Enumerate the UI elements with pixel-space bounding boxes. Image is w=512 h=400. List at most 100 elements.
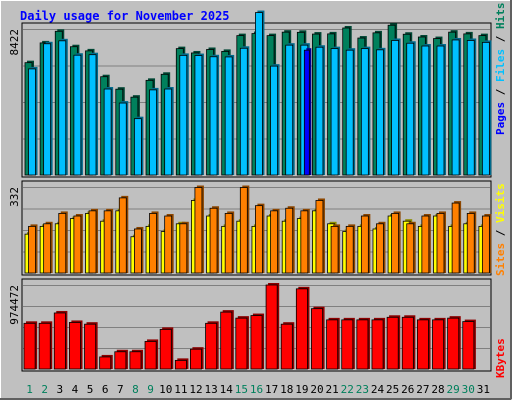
day-label-27: 27 — [416, 383, 429, 396]
bar-face — [103, 88, 112, 176]
bar-kbytes-day-25 — [386, 315, 401, 370]
bar-face — [371, 319, 384, 370]
bar-face — [466, 40, 475, 176]
bar-kbytes-day-19 — [295, 286, 310, 370]
bar-face — [360, 215, 369, 274]
bar-sites-day-13 — [209, 206, 220, 274]
bar-face — [84, 323, 97, 370]
bar-files-day-16 — [255, 10, 265, 176]
bar-face — [421, 215, 430, 274]
bar-face — [345, 225, 354, 274]
bar-face — [295, 288, 308, 370]
panel-hits-files-pages: 8422 — [8, 10, 492, 178]
bar-sites-day-5 — [88, 208, 99, 274]
bar-face — [300, 210, 309, 274]
day-label-23: 23 — [356, 383, 369, 396]
bar-face — [326, 319, 339, 370]
bar-face — [68, 322, 81, 370]
bar-kbytes-day-17 — [265, 283, 280, 370]
bar-face — [451, 39, 460, 176]
bar-files-day-11 — [179, 53, 189, 176]
day-label-18: 18 — [280, 383, 293, 396]
bar-face — [164, 215, 173, 274]
bar-face — [330, 48, 339, 176]
bar-face — [280, 323, 293, 370]
legend-kbytes-label: KBytes — [494, 338, 507, 378]
bar-kbytes-day-22 — [341, 317, 355, 370]
bar-sites-day-7 — [118, 195, 129, 274]
bar-sites-day-9 — [149, 211, 159, 274]
bar-face — [88, 54, 97, 176]
bar-files-day-29 — [451, 37, 462, 176]
bar-face — [164, 88, 173, 176]
day-label-9: 9 — [147, 383, 154, 396]
bar-face — [144, 341, 157, 370]
bar-kbytes-day-28 — [432, 317, 446, 370]
bar-face — [391, 40, 399, 176]
legend-pages: Pages — [494, 102, 507, 135]
legend-separator: / — [494, 29, 507, 49]
bar-face — [179, 54, 188, 176]
bar-face — [386, 316, 399, 370]
bar-sites-day-27 — [421, 214, 431, 274]
bar-sites-day-28 — [436, 211, 446, 274]
legend-separator: / — [494, 223, 507, 243]
bar-face — [28, 225, 36, 274]
bar-face — [38, 322, 51, 370]
bar-face — [451, 202, 460, 274]
day-label-26: 26 — [401, 383, 414, 396]
bar-face — [376, 223, 384, 274]
bar-kbytes-day-11 — [174, 358, 189, 370]
bar-sites-day-31 — [481, 214, 492, 274]
bar-files-day-20 — [315, 45, 325, 176]
bar-face — [174, 359, 187, 370]
bar-kbytes-day-7 — [114, 349, 128, 370]
bar-face — [481, 41, 490, 176]
bar-kbytes-day-10 — [159, 327, 174, 370]
bar-kbytes-day-26 — [401, 315, 416, 370]
bar-pages-day-19 — [303, 48, 312, 176]
bar-files-day-6 — [103, 87, 114, 176]
day-label-19: 19 — [295, 383, 308, 396]
bar-kbytes-day-27 — [416, 317, 431, 370]
bar-face — [356, 319, 369, 370]
bar-kbytes-day-18 — [280, 322, 295, 370]
bar-face — [190, 348, 202, 370]
bar-sites-day-25 — [391, 211, 401, 274]
bar-face — [134, 118, 142, 176]
bar-sites-day-22 — [345, 224, 356, 274]
bar-face — [43, 43, 52, 176]
day-label-24: 24 — [371, 383, 385, 396]
bar-files-day-2 — [43, 41, 53, 176]
bar-face — [58, 40, 67, 176]
bar-files-day-13 — [209, 54, 220, 176]
day-label-17: 17 — [265, 383, 278, 396]
bar-face — [330, 225, 339, 274]
bar-sites-day-15 — [239, 185, 250, 274]
bar-sites-day-10 — [164, 214, 174, 274]
bar-sites-day-23 — [360, 214, 371, 274]
bar-kbytes-day-3 — [53, 310, 68, 370]
bar-face — [224, 213, 233, 274]
bar-files-day-8 — [134, 116, 144, 176]
bar-face — [406, 223, 415, 274]
bar-sites-day-30 — [466, 211, 477, 274]
day-label-1: 1 — [26, 383, 33, 396]
bar-face — [466, 213, 475, 274]
bar-face — [159, 328, 172, 370]
bar-face — [58, 213, 67, 274]
bar-sites-day-4 — [73, 214, 83, 274]
bar-face — [345, 49, 354, 176]
day-label-28: 28 — [431, 383, 444, 396]
panel-visits-sites: 332 — [8, 180, 492, 276]
day-label-22: 22 — [341, 383, 354, 396]
day-label-14: 14 — [220, 383, 234, 396]
bar-files-day-21 — [330, 46, 341, 176]
bar-face — [303, 49, 310, 176]
bar-kbytes-day-4 — [68, 320, 83, 370]
bar-files-day-17 — [270, 64, 280, 176]
bar-face — [220, 311, 233, 370]
bar-kbytes-day-1 — [23, 321, 38, 370]
bar-face — [270, 65, 278, 176]
